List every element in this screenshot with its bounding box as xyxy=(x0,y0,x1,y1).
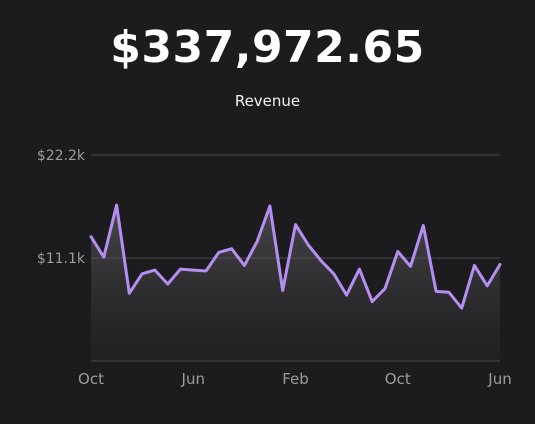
x-tick-label: Oct xyxy=(385,370,411,388)
total-amount: $337,972.65 xyxy=(110,22,425,73)
y-tick-label: $22.2k xyxy=(37,148,86,164)
x-tick-label: Feb xyxy=(282,370,309,388)
x-tick-label: Jun xyxy=(181,370,205,388)
series-area xyxy=(91,205,500,361)
y-tick-label: $11.1k xyxy=(37,251,86,267)
x-tick-label: Oct xyxy=(78,370,104,388)
x-tick-label: Jun xyxy=(487,370,511,388)
metric-label: Revenue xyxy=(234,92,301,110)
